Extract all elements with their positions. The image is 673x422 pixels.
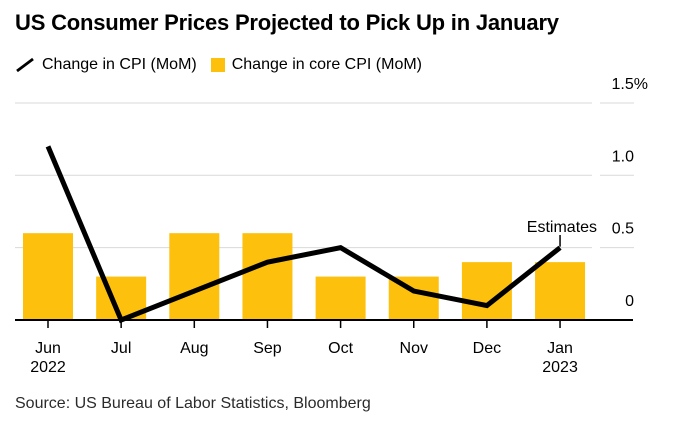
bar-series-swatch-icon (210, 58, 225, 72)
month-label-sep: Sep (253, 340, 282, 357)
y-tick-label: 0.5 (612, 221, 634, 238)
month-label-aug: Aug (180, 340, 208, 357)
chart-title: US Consumer Prices Projected to Pick Up … (15, 10, 559, 35)
bar-aug (169, 233, 220, 320)
bar-oct (315, 276, 366, 320)
month-label-jan: Jan (547, 340, 573, 357)
legend-item-cpi: Change in CPI (MoM) (15, 56, 197, 74)
legend-item-core-cpi: Change in core CPI (MoM) (210, 56, 423, 74)
estimates-label: Estimates (527, 219, 597, 236)
legend-label-core-cpi: Change in core CPI (MoM) (231, 56, 423, 73)
source-note: Source: US Bureau of Labor Statistics, B… (15, 395, 371, 412)
y-tick-label: 1.0 (612, 148, 634, 165)
cpi-line (45, 145, 562, 324)
year-label: 2023 (542, 359, 578, 376)
month-label-oct: Oct (328, 340, 353, 357)
bar-jan (535, 262, 586, 320)
month-label-jun: Jun (35, 340, 61, 357)
month-label-jul: Jul (111, 340, 131, 357)
line-series-icon (16, 57, 34, 73)
y-tick-label: 0 (625, 293, 634, 310)
bar-jun (23, 233, 73, 320)
year-label: 2022 (30, 359, 66, 376)
legend-label-cpi: Change in CPI (MoM) (42, 56, 197, 73)
bar-sep (242, 233, 293, 320)
month-label-dec: Dec (473, 340, 501, 357)
y-tick-label: 1.5% (612, 76, 648, 93)
legend: Change in CPI (MoM) Change in core CPI (… (15, 56, 422, 74)
month-label-nov: Nov (400, 340, 428, 357)
